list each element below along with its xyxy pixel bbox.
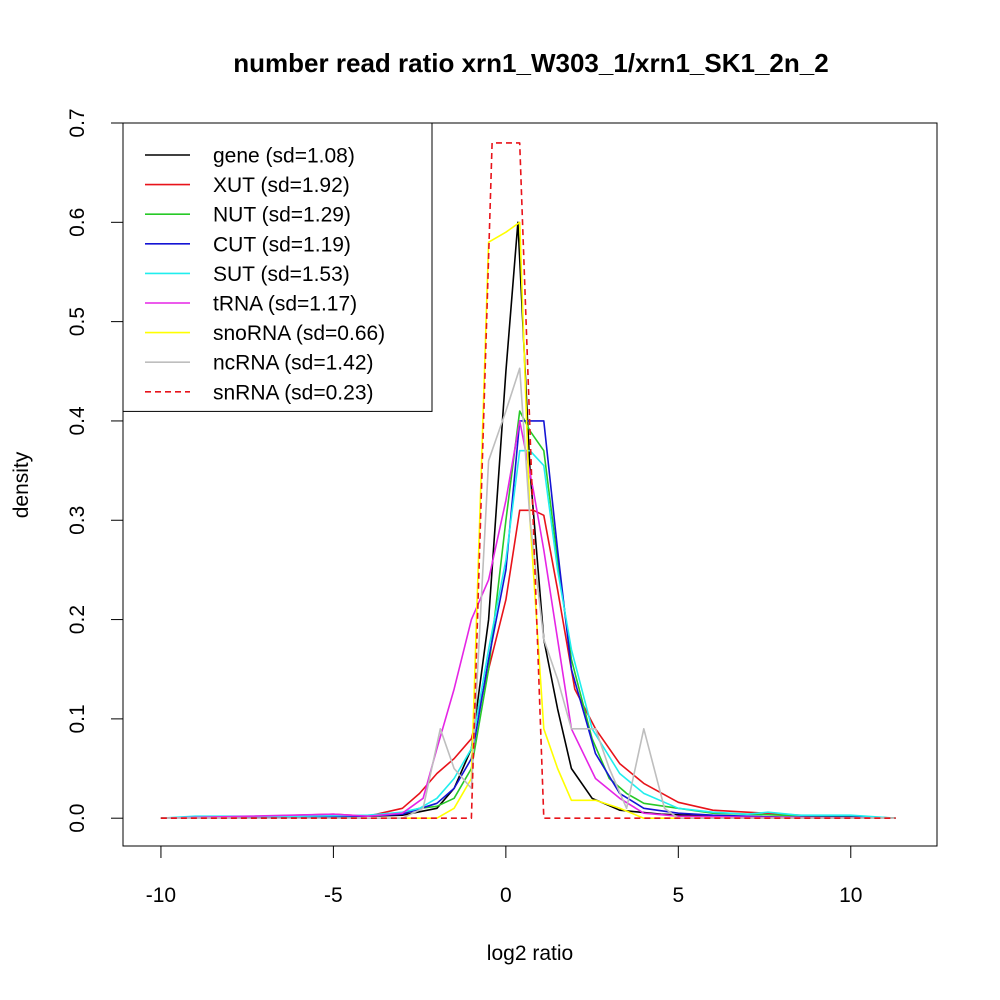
legend-label: CUT (sd=1.19) xyxy=(213,233,351,256)
y-tick-label: 0.3 xyxy=(66,506,89,535)
y-axis: 0.0 0.1 0.2 0.3 0.4 0.5 0.6 0.7 xyxy=(66,108,124,833)
y-tick-label: 0.5 xyxy=(66,307,89,336)
chart-title: number read ratio xrn1_W303_1/xrn1_SK1_2… xyxy=(233,48,828,78)
x-tick-label: 10 xyxy=(839,884,862,907)
legend-label: gene (sd=1.08) xyxy=(213,145,355,168)
legend-label: SUT (sd=1.53) xyxy=(213,263,350,286)
y-tick-label: 0.4 xyxy=(66,406,89,436)
legend-label: NUT (sd=1.29) xyxy=(213,204,351,227)
legend-box xyxy=(122,122,433,412)
x-tick-label: 0 xyxy=(500,884,512,907)
y-tick-label: 0.2 xyxy=(66,605,89,634)
x-tick-label: -10 xyxy=(146,884,176,907)
legend: gene (sd=1.08) XUT (sd=1.92) NUT (sd=1.29)… xyxy=(122,122,433,412)
y-tick-label: 0.7 xyxy=(66,108,89,137)
legend-label: ncRNA (sd=1.42) xyxy=(213,352,374,375)
legend-label: snoRNA (sd=0.66) xyxy=(213,322,385,345)
series-line-5 xyxy=(160,420,896,819)
x-tick-label: -5 xyxy=(324,884,343,907)
legend-label: snRNA (sd=0.23) xyxy=(213,381,374,404)
x-tick-label: 5 xyxy=(672,884,684,907)
legend-label: XUT (sd=1.92) xyxy=(213,174,350,197)
y-tick-label: 0.0 xyxy=(66,804,89,833)
x-axis-label: log2 ratio xyxy=(487,942,573,965)
x-axis: -10 -5 0 5 10 xyxy=(146,845,862,907)
y-tick-label: 0.1 xyxy=(66,704,89,733)
series-line-7 xyxy=(160,367,896,819)
legend-label: tRNA (sd=1.17) xyxy=(213,293,357,316)
y-axis-label: density xyxy=(10,451,33,518)
series-layer xyxy=(160,142,896,819)
y-tick-label: 0.6 xyxy=(66,208,89,237)
series-line-1 xyxy=(160,509,896,819)
